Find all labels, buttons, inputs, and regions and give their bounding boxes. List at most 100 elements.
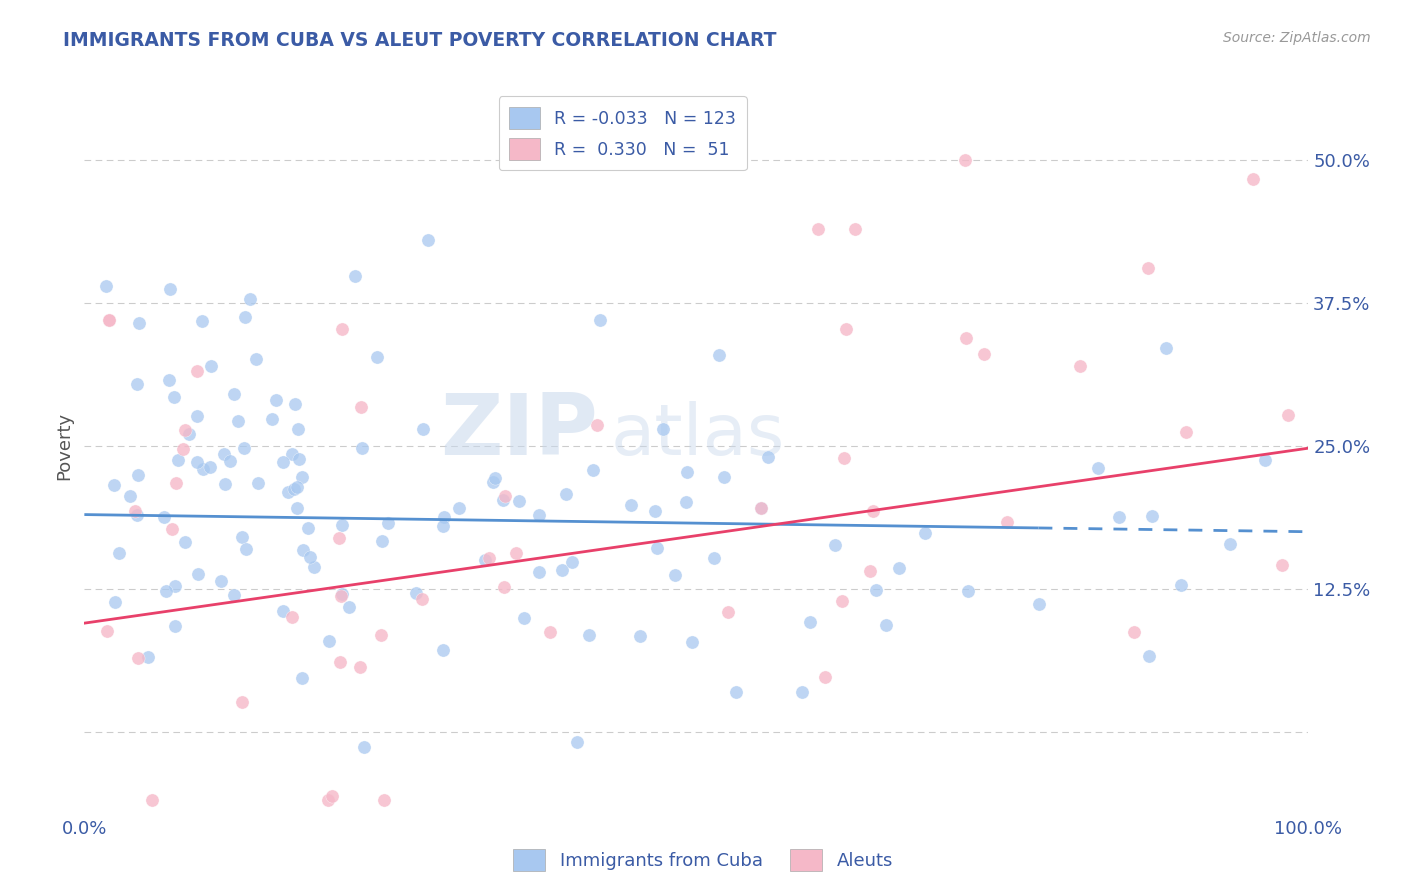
Point [191, 314, 214, 328]
Point [675, 495, 697, 509]
Point [153, 509, 176, 524]
Point [127, 508, 149, 523]
Point [589, 313, 612, 327]
Point [644, 503, 666, 517]
Point [995, 515, 1018, 529]
Point [652, 422, 675, 436]
Point [291, 672, 314, 686]
Point [447, 501, 470, 516]
Point [724, 685, 747, 699]
Point [186, 455, 208, 469]
Point [551, 563, 574, 577]
Point [1087, 461, 1109, 475]
Point [127, 651, 149, 665]
Point [1156, 341, 1178, 355]
Point [162, 390, 184, 404]
Point [1277, 409, 1299, 423]
Point [350, 400, 373, 414]
Point [316, 793, 339, 807]
Point [330, 322, 353, 336]
Point [214, 476, 236, 491]
Point [157, 373, 180, 387]
Point [291, 542, 314, 557]
Text: IMMIGRANTS FROM CUBA VS ALEUT POVERTY CORRELATION CHART: IMMIGRANTS FROM CUBA VS ALEUT POVERTY CO… [63, 31, 776, 50]
Point [233, 310, 256, 324]
Point [831, 594, 853, 608]
Point [285, 501, 308, 516]
Point [370, 628, 392, 642]
Point [474, 553, 496, 567]
Point [1170, 577, 1192, 591]
Point [120, 489, 142, 503]
Point [214, 447, 236, 461]
Point [1140, 508, 1163, 523]
Point [527, 566, 550, 580]
Point [233, 441, 256, 455]
Point [560, 555, 582, 569]
Point [235, 542, 257, 557]
Point [1069, 359, 1091, 374]
Point [862, 504, 884, 518]
Point [664, 567, 686, 582]
Point [1123, 624, 1146, 639]
Point [245, 352, 267, 367]
Point [186, 409, 208, 424]
Point [103, 478, 125, 492]
Point [494, 490, 516, 504]
Point [865, 582, 887, 597]
Point [859, 564, 882, 578]
Point [239, 292, 262, 306]
Point [887, 561, 910, 575]
Point [756, 450, 779, 464]
Point [377, 516, 399, 531]
Point [432, 519, 454, 533]
Point [321, 789, 343, 803]
Point [271, 604, 294, 618]
Point [222, 387, 245, 401]
Point [807, 222, 830, 236]
Point [538, 624, 561, 639]
Point [565, 735, 588, 749]
Legend: Immigrants from Cuba, Aleuts: Immigrants from Cuba, Aleuts [506, 842, 900, 879]
Text: Source: ZipAtlas.com: Source: ZipAtlas.com [1223, 31, 1371, 45]
Point [492, 492, 515, 507]
Point [193, 462, 215, 476]
Point [260, 412, 283, 426]
Point [281, 609, 304, 624]
Point [703, 550, 725, 565]
Point [141, 793, 163, 807]
Point [645, 541, 668, 555]
Point [200, 359, 222, 373]
Point [330, 518, 353, 533]
Y-axis label: Poverty: Poverty [55, 412, 73, 480]
Point [160, 523, 183, 537]
Point [353, 740, 375, 755]
Point [352, 442, 374, 456]
Point [127, 468, 149, 483]
Point [973, 347, 995, 361]
Point [127, 377, 149, 392]
Point [209, 574, 232, 589]
Point [124, 504, 146, 518]
Point [291, 469, 314, 483]
Point [174, 423, 197, 437]
Point [297, 521, 319, 535]
Point [328, 531, 350, 545]
Point [287, 422, 309, 436]
Point [96, 279, 118, 293]
Point [405, 585, 427, 599]
Point [284, 397, 307, 411]
Point [349, 660, 371, 674]
Point [1028, 597, 1050, 611]
Point [586, 417, 609, 432]
Point [159, 283, 181, 297]
Point [1219, 537, 1241, 551]
Point [478, 551, 501, 566]
Point [373, 793, 395, 807]
Point [287, 480, 309, 494]
Point [749, 501, 772, 516]
Point [713, 469, 735, 483]
Point [814, 670, 837, 684]
Point [957, 584, 980, 599]
Point [281, 447, 304, 461]
